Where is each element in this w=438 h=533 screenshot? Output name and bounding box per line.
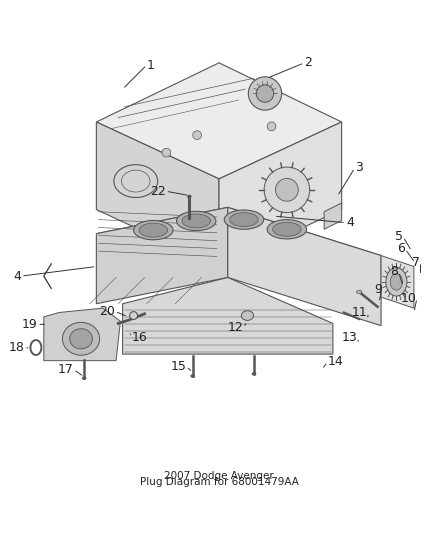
Polygon shape bbox=[228, 207, 381, 326]
Circle shape bbox=[264, 167, 310, 213]
Text: 10: 10 bbox=[401, 292, 417, 304]
Ellipse shape bbox=[187, 195, 191, 198]
Ellipse shape bbox=[70, 329, 92, 349]
Ellipse shape bbox=[134, 221, 173, 240]
Text: 9: 9 bbox=[374, 283, 382, 296]
Text: 7: 7 bbox=[413, 256, 420, 269]
Text: 14: 14 bbox=[328, 356, 343, 368]
Circle shape bbox=[130, 312, 138, 319]
Circle shape bbox=[267, 122, 276, 131]
Polygon shape bbox=[381, 255, 414, 308]
Text: 12: 12 bbox=[227, 321, 243, 334]
Text: 15: 15 bbox=[170, 360, 186, 373]
Ellipse shape bbox=[62, 322, 100, 355]
Ellipse shape bbox=[191, 375, 195, 377]
Ellipse shape bbox=[267, 220, 307, 239]
Text: 6: 6 bbox=[397, 243, 405, 255]
Text: 22: 22 bbox=[150, 184, 166, 198]
Text: 18: 18 bbox=[8, 342, 24, 354]
Ellipse shape bbox=[390, 273, 403, 290]
Ellipse shape bbox=[272, 222, 301, 236]
Text: 17: 17 bbox=[58, 363, 74, 376]
Circle shape bbox=[256, 85, 274, 102]
Text: 16: 16 bbox=[131, 331, 147, 344]
Polygon shape bbox=[219, 122, 342, 266]
Ellipse shape bbox=[224, 210, 264, 229]
Text: 19: 19 bbox=[21, 318, 37, 331]
Polygon shape bbox=[96, 207, 228, 304]
Polygon shape bbox=[96, 122, 219, 266]
Ellipse shape bbox=[386, 268, 407, 296]
Text: 11: 11 bbox=[352, 306, 368, 319]
Ellipse shape bbox=[357, 290, 362, 294]
Ellipse shape bbox=[241, 311, 254, 320]
Polygon shape bbox=[44, 308, 120, 361]
Text: Plug Diagram for 68001479AA: Plug Diagram for 68001479AA bbox=[140, 477, 298, 487]
Text: 13: 13 bbox=[341, 331, 357, 344]
Ellipse shape bbox=[230, 213, 258, 227]
Ellipse shape bbox=[182, 214, 211, 228]
Polygon shape bbox=[96, 207, 381, 282]
Text: 4: 4 bbox=[346, 216, 354, 229]
Circle shape bbox=[248, 77, 282, 110]
Text: 3: 3 bbox=[355, 161, 363, 174]
Text: 5: 5 bbox=[395, 230, 403, 243]
Text: 4: 4 bbox=[13, 270, 21, 282]
Circle shape bbox=[193, 131, 201, 140]
Text: 20: 20 bbox=[99, 305, 115, 318]
Text: 2007 Dodge Avenger: 2007 Dodge Avenger bbox=[164, 471, 274, 481]
Ellipse shape bbox=[139, 223, 167, 237]
Text: 8: 8 bbox=[391, 265, 399, 278]
Polygon shape bbox=[96, 63, 342, 179]
Text: 1: 1 bbox=[147, 59, 155, 71]
Ellipse shape bbox=[82, 377, 86, 379]
Text: 2: 2 bbox=[304, 56, 312, 69]
Polygon shape bbox=[324, 203, 342, 229]
Circle shape bbox=[162, 148, 171, 157]
Ellipse shape bbox=[252, 373, 256, 375]
Polygon shape bbox=[123, 278, 333, 354]
Circle shape bbox=[276, 179, 298, 201]
Ellipse shape bbox=[177, 211, 216, 231]
